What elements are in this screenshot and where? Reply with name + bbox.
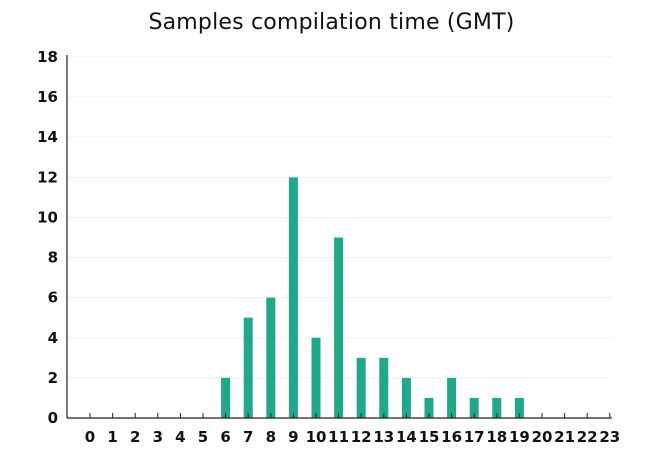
bar-9 (288, 177, 298, 418)
bars (221, 177, 524, 418)
x-tick-label: 6 (220, 428, 230, 446)
bar-17 (469, 397, 479, 418)
bar-12 (356, 357, 366, 418)
x-tick-label: 22 (577, 428, 598, 446)
x-tick-label: 1 (107, 428, 117, 446)
x-tick-label: 2 (130, 428, 140, 446)
x-tick-label: 19 (509, 428, 530, 446)
x-tick-label: 7 (243, 428, 253, 446)
x-tick-label: 11 (328, 428, 349, 446)
y-tick-label: 10 (37, 208, 58, 226)
x-tick-label: 0 (85, 428, 95, 446)
bar-6 (221, 377, 231, 418)
x-tick-label: 4 (175, 428, 185, 446)
y-tick-labels: 0 2 4 6 8 10 12 14 16 18 (37, 48, 58, 427)
x-tick-label: 12 (351, 428, 372, 446)
x-tick-label: 20 (532, 428, 553, 446)
x-tick-label: 9 (288, 428, 298, 446)
bar-10 (311, 337, 321, 418)
bar-13 (379, 357, 389, 418)
x-tick-label: 5 (198, 428, 208, 446)
y-tick-label: 2 (48, 369, 58, 387)
y-tick-label: 0 (48, 409, 58, 427)
x-tick-label: 13 (373, 428, 394, 446)
bar-11 (334, 237, 344, 418)
x-tick-label: 23 (599, 428, 620, 446)
bar-19 (514, 397, 524, 418)
y-tick-label: 16 (37, 88, 58, 106)
y-tick-label: 12 (37, 168, 58, 186)
bar-18 (492, 397, 502, 418)
bar-7 (243, 317, 253, 418)
x-tick-label: 21 (554, 428, 575, 446)
chart-title: Samples compilation time (GMT) (148, 10, 515, 35)
y-tick-label: 14 (37, 128, 58, 146)
bar-15 (424, 397, 434, 418)
y-tick-label: 4 (48, 329, 58, 347)
x-tick-label: 8 (266, 428, 276, 446)
bar-14 (401, 377, 411, 418)
x-tick-labels: 0 1 2 3 4 5 6 7 8 9 10 11 12 13 14 15 16 17 18 19 20 21 22 23 (85, 413, 620, 446)
y-tick-label: 18 (37, 48, 58, 66)
y-tick-label: 6 (48, 289, 58, 307)
x-tick-label: 17 (464, 428, 485, 446)
x-tick-label: 16 (441, 428, 462, 446)
bar-16 (447, 377, 457, 418)
x-tick-label: 15 (419, 428, 440, 446)
bar-8 (266, 297, 276, 418)
x-tick-label: 18 (486, 428, 507, 446)
x-tick-label: 10 (306, 428, 327, 446)
y-tick-label: 8 (48, 249, 58, 267)
x-tick-label: 3 (153, 428, 163, 446)
x-tick-label: 14 (396, 428, 417, 446)
